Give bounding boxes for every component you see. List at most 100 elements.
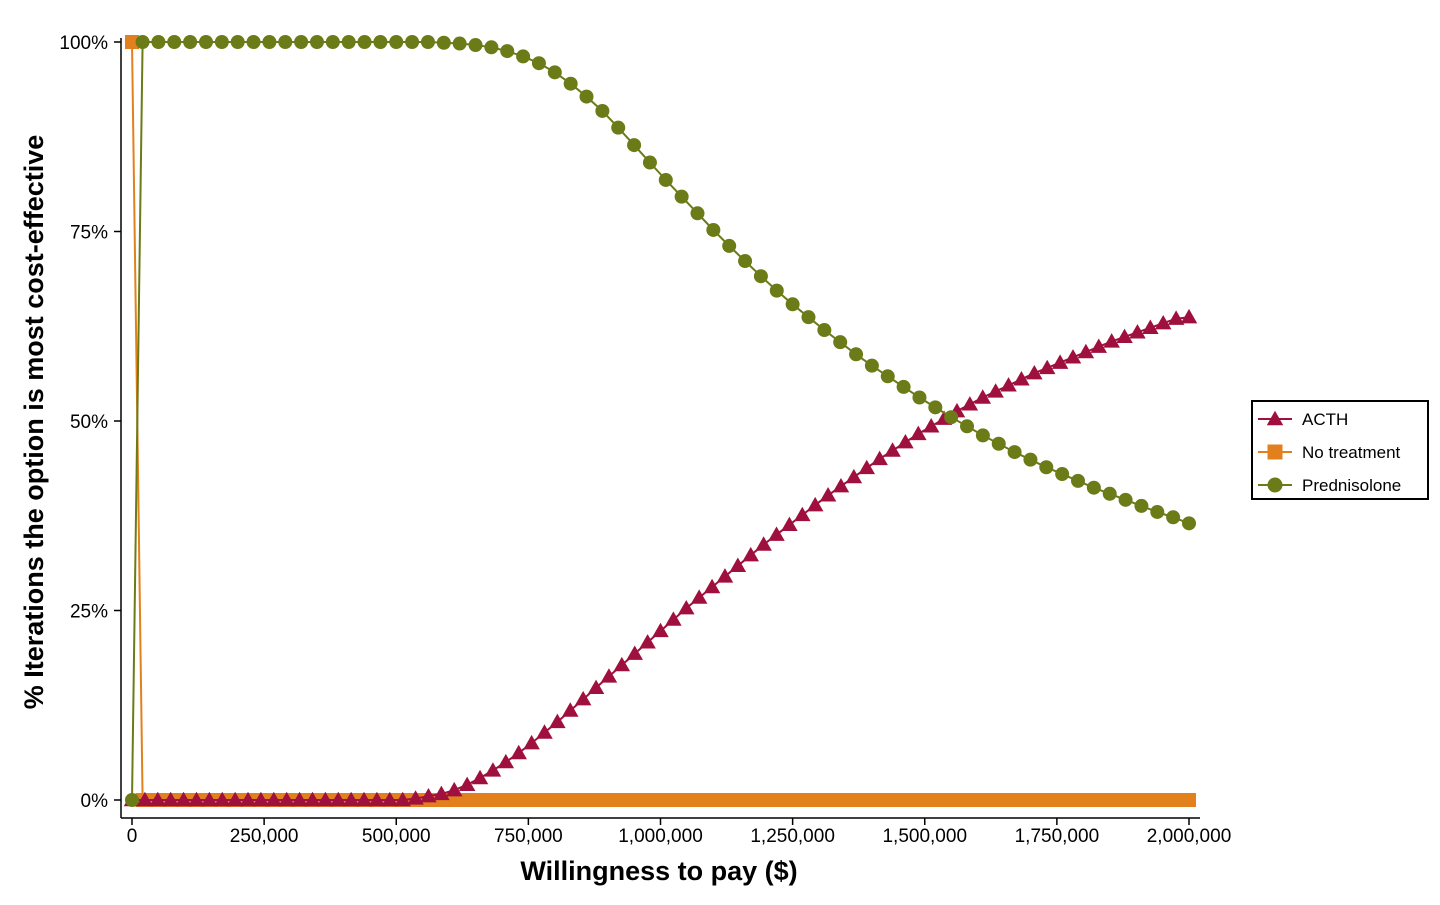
- data-point: [991, 793, 1006, 807]
- data-point: [226, 791, 244, 807]
- data-point: [579, 89, 594, 104]
- data-point: [949, 793, 964, 807]
- data-point: [801, 310, 816, 325]
- data-point: [621, 793, 636, 807]
- data-point: [516, 793, 531, 807]
- data-point: [304, 791, 321, 807]
- data-point: [981, 793, 996, 807]
- legend-label: ACTH: [1302, 410, 1348, 429]
- data-point: [1139, 793, 1154, 807]
- data-point: [819, 487, 837, 502]
- legend-item: Prednisolone: [1258, 476, 1401, 495]
- data-point: [639, 634, 656, 649]
- data-point: [562, 702, 579, 717]
- data-point: [1055, 467, 1070, 482]
- data-point: [262, 35, 277, 49]
- data-point: [806, 496, 824, 512]
- data-point: [1129, 793, 1144, 807]
- y-tick-label: 100%: [59, 33, 108, 54]
- data-point: [729, 557, 747, 572]
- series-acth: [123, 308, 1198, 807]
- data-point: [748, 793, 763, 807]
- data-point: [420, 35, 435, 49]
- data-point: [706, 222, 721, 237]
- data-point: [278, 35, 293, 49]
- data-point: [497, 753, 515, 769]
- data-point: [1012, 793, 1027, 807]
- data-point: [473, 793, 488, 807]
- data-point: [294, 35, 309, 49]
- data-point: [1102, 486, 1117, 501]
- axes: 0% 25% 50% 75% 100% 0 250,000 500,000 750,000 1,…: [19, 33, 1231, 886]
- data-point: [1002, 793, 1017, 807]
- data-point: [613, 656, 631, 672]
- data-point: [213, 791, 231, 807]
- data-point: [420, 787, 437, 803]
- data-point: [854, 793, 869, 807]
- data-point: [769, 793, 784, 807]
- data-point: [405, 35, 420, 49]
- x-tick-label: 0: [127, 826, 138, 847]
- data-point: [759, 793, 774, 807]
- data-point: [291, 791, 308, 807]
- data-point: [373, 35, 388, 49]
- data-point: [1023, 793, 1038, 807]
- data-point: [394, 791, 411, 807]
- data-point: [845, 468, 863, 484]
- series-prednisolone: [125, 35, 1196, 807]
- data-point: [858, 459, 875, 475]
- data-point: [678, 599, 695, 615]
- data-point: [125, 35, 139, 49]
- data-point: [703, 578, 721, 594]
- data-point: [642, 793, 657, 807]
- data-point: [136, 791, 154, 807]
- data-point: [961, 396, 979, 411]
- data-point: [922, 418, 940, 433]
- data-point: [738, 254, 753, 269]
- data-point: [812, 793, 827, 807]
- data-point: [536, 724, 553, 739]
- data-point: [685, 793, 700, 807]
- data-point: [1065, 793, 1080, 807]
- data-point: [611, 793, 626, 807]
- data-point: [652, 622, 669, 638]
- data-point: [125, 793, 139, 807]
- data-point: [960, 793, 975, 807]
- data-point: [355, 791, 373, 807]
- data-point: [151, 35, 166, 49]
- data-point: [214, 35, 229, 49]
- data-point: [1182, 793, 1196, 807]
- data-point: [896, 379, 911, 394]
- data-point: [1038, 359, 1056, 375]
- data-point: [1150, 504, 1165, 519]
- data-point: [523, 734, 540, 750]
- data-point: [188, 791, 205, 807]
- data-point: [468, 38, 483, 53]
- data-point: [325, 35, 340, 49]
- data-point: [317, 791, 334, 807]
- data-point: [1013, 371, 1030, 386]
- data-point: [558, 793, 573, 807]
- data-point: [433, 785, 450, 801]
- data-point: [239, 791, 257, 807]
- data-point: [484, 793, 499, 807]
- data-point: [1034, 793, 1049, 807]
- x-axis-ticks: 0 250,000 500,000 750,000 1,000,000 1,250,000…: [127, 818, 1231, 847]
- data-point: [875, 793, 890, 807]
- data-point: [632, 793, 647, 807]
- data-point: [1129, 324, 1146, 339]
- data-point: [928, 793, 943, 807]
- data-point: [970, 793, 985, 807]
- data-point: [1142, 319, 1159, 334]
- data-point: [780, 793, 795, 807]
- data-point: [537, 793, 552, 807]
- data-point: [769, 283, 784, 298]
- data-point: [987, 383, 1004, 398]
- data-point: [1051, 354, 1069, 369]
- data-point: [944, 410, 959, 425]
- data-point: [833, 793, 848, 807]
- data-point: [1007, 445, 1022, 460]
- data-point: [1064, 349, 1082, 364]
- legend-item: ACTH: [1258, 410, 1348, 429]
